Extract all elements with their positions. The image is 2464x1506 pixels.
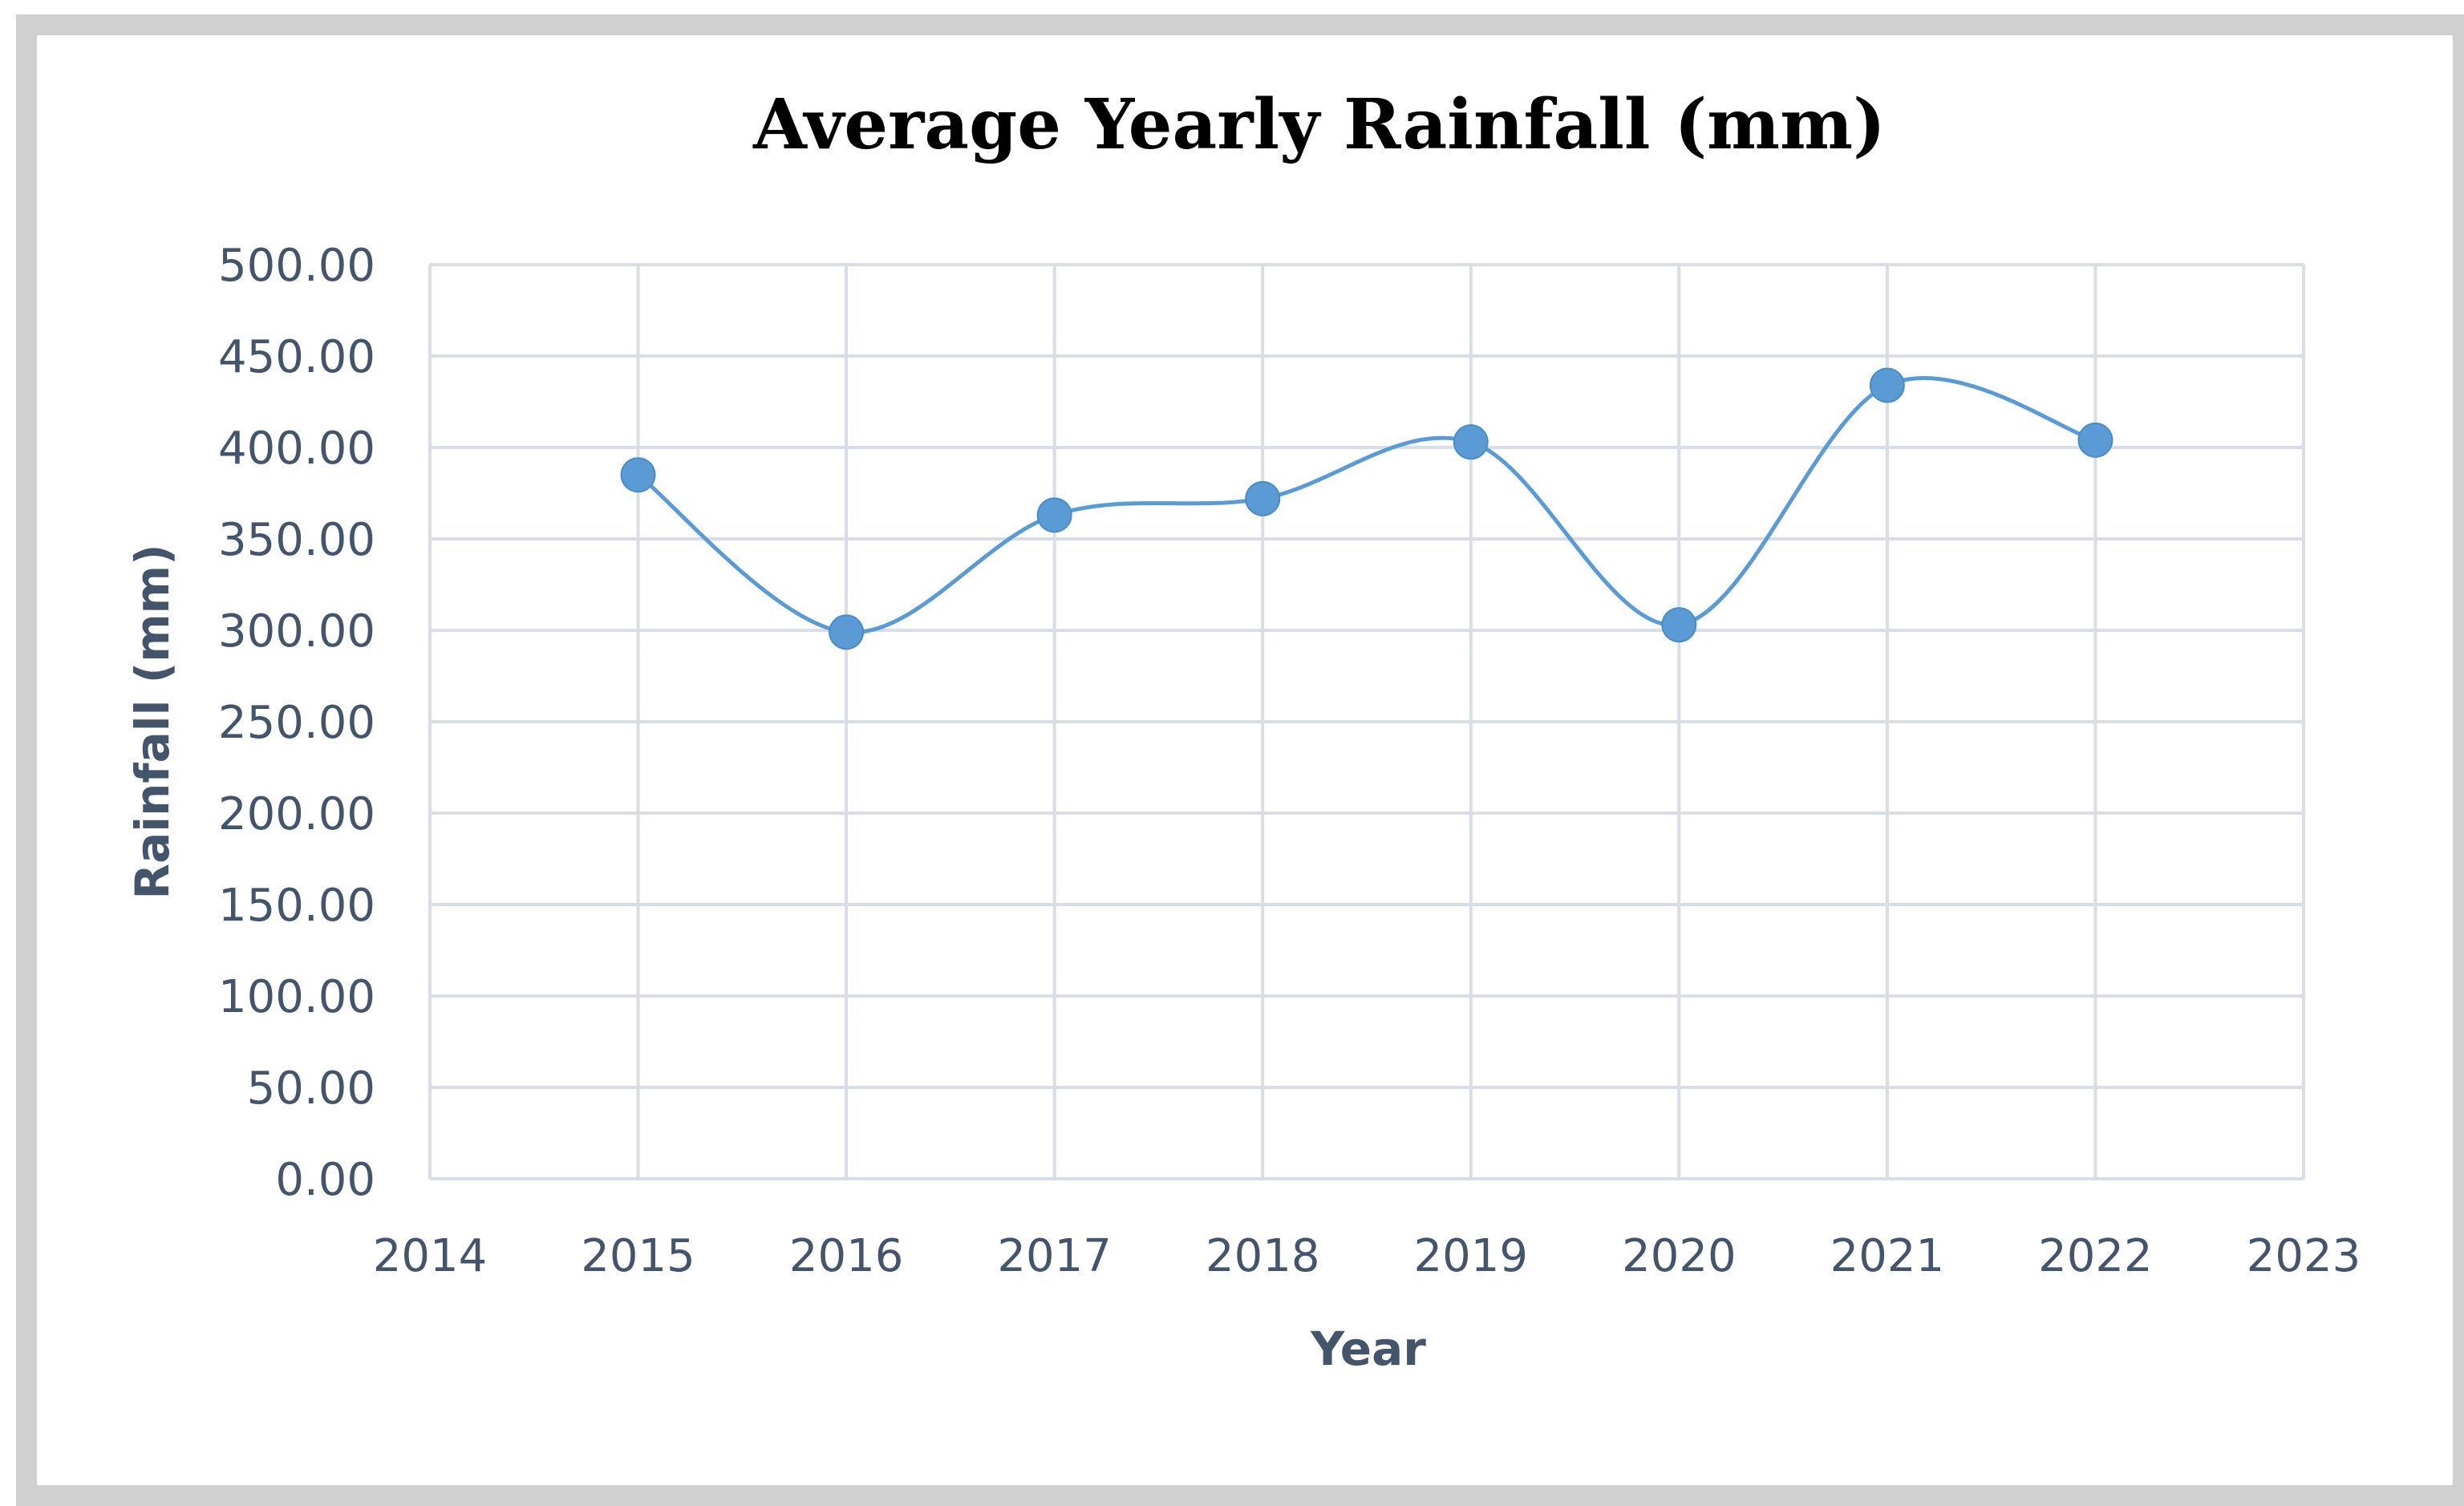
data-point [620,457,656,493]
data-series [620,367,2113,650]
y-tick-label: 250.00 [218,697,375,749]
y-axis-ticks: 0.00 50.00 100.00 150.00 200.00 250.00 300.00 3… [218,240,375,1206]
x-tick-label: 2017 [997,1230,1112,1282]
y-axis-title: Rainfall (mm) [125,544,180,899]
x-axis-title: Year [1310,1322,1426,1376]
x-tick-label: 2021 [1830,1230,1945,1282]
data-point [1869,367,1905,403]
y-tick-label: 350.00 [218,514,375,566]
y-tick-label: 450.00 [218,331,375,383]
x-axis-ticks: 2014 2015 2016 2017 2018 2019 2020 2021 2022 2023 [373,1230,2361,1282]
x-tick-label: 2020 [1622,1230,1737,1282]
data-point [1036,497,1072,533]
y-tick-label: 300.00 [218,605,375,658]
y-tick-label: 100.00 [218,971,375,1023]
x-tick-label: 2014 [373,1230,488,1282]
data-point [1245,480,1281,516]
x-tick-label: 2019 [1414,1230,1529,1282]
y-tick-label: 200.00 [218,788,375,840]
data-point [2077,422,2113,458]
x-tick-label: 2015 [581,1230,695,1282]
data-point [1661,607,1697,643]
x-tick-label: 2022 [2038,1230,2153,1282]
series-line [637,375,2097,635]
x-tick-label: 2023 [2247,1230,2361,1282]
y-tick-label: 150.00 [218,880,375,932]
y-tick-label: 0.00 [275,1154,375,1206]
x-tick-label: 2018 [1206,1230,1320,1282]
y-tick-label: 50.00 [247,1063,375,1115]
gridlines [428,263,2305,1180]
data-point [1453,424,1489,460]
y-tick-label: 500.00 [218,240,375,292]
chart-title: Average Yearly Rainfall (mm) [752,84,1886,165]
y-tick-label: 400.00 [218,423,375,475]
x-tick-label: 2016 [789,1230,904,1282]
data-point [829,614,865,650]
